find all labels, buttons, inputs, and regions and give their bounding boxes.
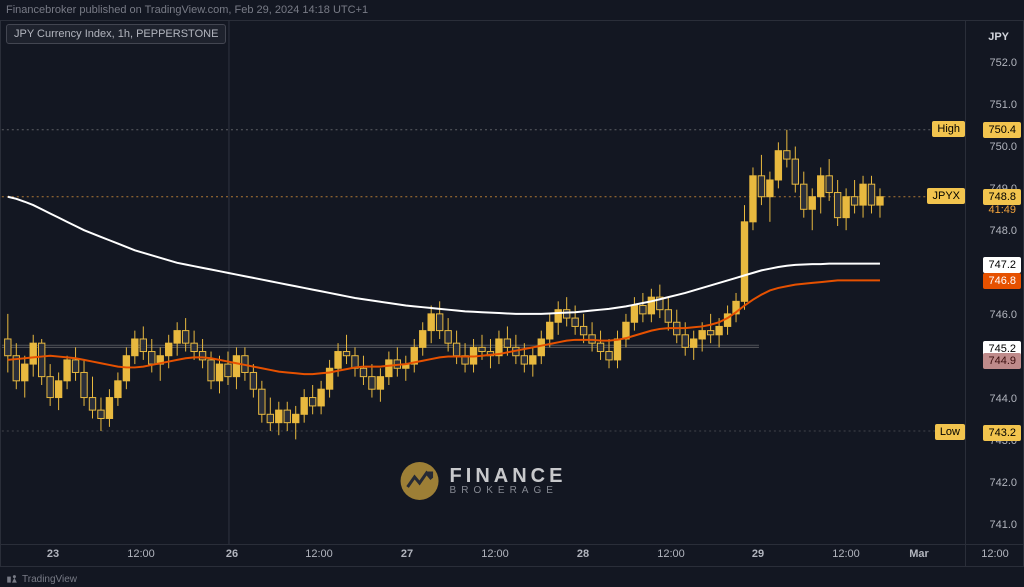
publish-header: Financebroker published on TradingView.c… <box>6 4 368 16</box>
chart-svg <box>1 21 965 544</box>
footer-brand-text: TradingView <box>22 574 77 585</box>
x-tick: 12:00 <box>981 548 1009 560</box>
price-badge: 747.2 <box>983 257 1021 273</box>
footer-brand[interactable]: TradingView <box>6 573 77 585</box>
price-badge: 748.8 <box>983 189 1021 205</box>
x-tick: 12:00 <box>305 548 333 560</box>
price-badge: 41:49 <box>983 204 1021 216</box>
y-tick: 751.0 <box>989 99 1017 111</box>
price-badge-name: Low <box>935 424 965 440</box>
price-badge-name: JPYX <box>927 188 965 204</box>
axis-symbol: JPY <box>988 31 1009 43</box>
x-tick: 12:00 <box>657 548 685 560</box>
x-tick: 12:00 <box>832 548 860 560</box>
chart-root: Financebroker published on TradingView.c… <box>0 0 1024 587</box>
x-tick: 28 <box>577 548 589 560</box>
price-badge: 743.2 <box>983 425 1021 441</box>
price-badge-name: High <box>932 121 965 137</box>
x-tick: Mar <box>909 548 929 560</box>
price-badge: 746.8 <box>983 273 1021 289</box>
x-tick: 27 <box>401 548 413 560</box>
y-tick: 752.0 <box>989 57 1017 69</box>
time-axis-right[interactable]: 12:00 <box>966 545 1024 567</box>
x-tick: 12:00 <box>127 548 155 560</box>
y-tick: 750.0 <box>989 141 1017 153</box>
time-axis[interactable]: 23 12:00 26 12:00 27 12:00 28 12:00 29 12:00 Mar <box>0 545 966 567</box>
x-tick: 29 <box>752 548 764 560</box>
chart-pane[interactable]: FINANCE BROKERAGE <box>0 20 966 545</box>
tradingview-icon <box>6 573 18 585</box>
y-tick: 744.0 <box>989 393 1017 405</box>
x-tick: 23 <box>47 548 59 560</box>
y-tick: 741.0 <box>989 519 1017 531</box>
price-badge: 744.9 <box>983 353 1021 369</box>
y-tick: 748.0 <box>989 225 1017 237</box>
y-tick: 746.0 <box>989 309 1017 321</box>
y-tick: 742.0 <box>989 477 1017 489</box>
x-tick: 12:00 <box>481 548 509 560</box>
x-tick: 26 <box>226 548 238 560</box>
price-axis[interactable]: JPY 741.0742.0743.0744.0745.0746.0747.07… <box>966 20 1024 545</box>
price-badge: 750.4 <box>983 122 1021 138</box>
